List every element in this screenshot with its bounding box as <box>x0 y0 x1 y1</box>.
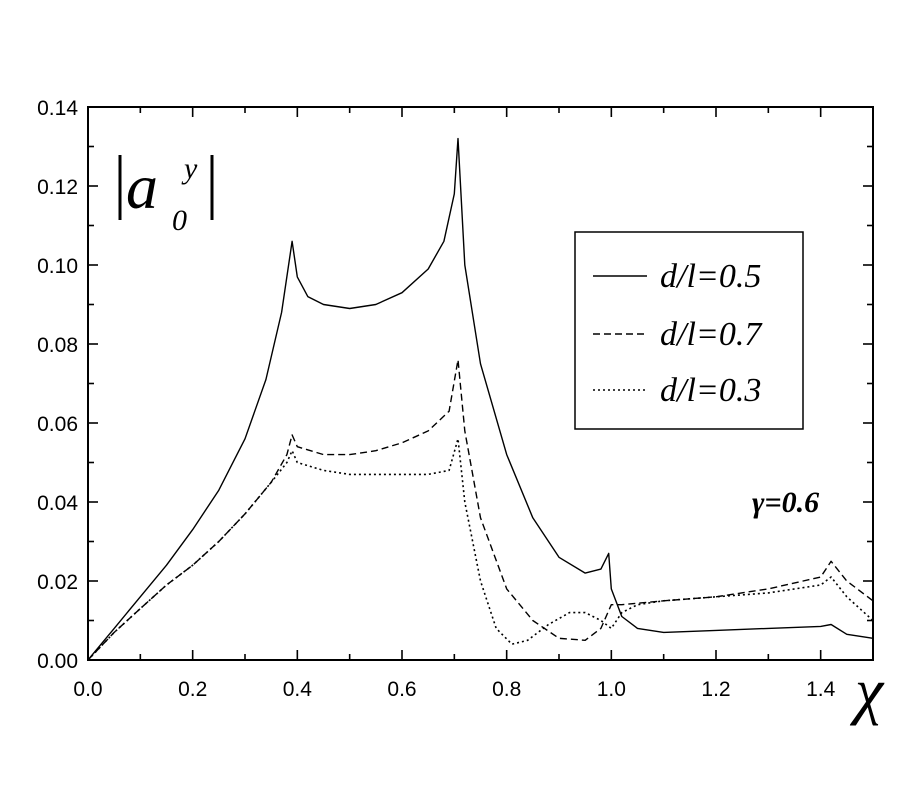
y-tick-label: 0.12 <box>37 176 78 199</box>
x-tick-label: 0.4 <box>283 678 313 701</box>
x-tick-label: 0.6 <box>387 678 416 701</box>
x-tick-label: 0.2 <box>178 678 207 701</box>
x-tick-label: 1.4 <box>806 678 836 701</box>
y-axis-label-main: a <box>126 151 158 222</box>
x-tick-label: 1.0 <box>597 678 626 701</box>
series-layer <box>87 137 874 661</box>
y-tick-label: 0.14 <box>37 97 78 120</box>
y-tick-label: 0.04 <box>37 492 78 515</box>
y-axis-label-subscript: 0 <box>172 204 187 237</box>
x-axis-label: χ <box>849 655 885 726</box>
series-line-dotted <box>87 437 874 661</box>
legend-entry-dotted: d/l=0.3 <box>593 372 761 409</box>
y-tick-label: 0.06 <box>37 413 78 436</box>
y-tick-label: 0.08 <box>37 334 78 357</box>
legend-label-dashed: d/l=0.7 <box>660 316 763 353</box>
legend-label-dotted: d/l=0.3 <box>660 372 761 409</box>
legend-entry-solid: d/l=0.5 <box>593 258 761 295</box>
legend: d/l=0.5 d/l=0.7 d/l=0.3 <box>574 231 804 430</box>
legend-box <box>574 231 804 430</box>
y-tick-label: 0.00 <box>37 650 78 673</box>
legend-entry-dashed: d/l=0.7 <box>593 316 763 353</box>
y-axis-label-superscript: y <box>181 152 198 185</box>
y-axis-label: a y 0 <box>118 151 214 237</box>
x-tick-label: 0.0 <box>73 678 102 701</box>
gamma-annotation: γ=0.6 <box>752 486 819 519</box>
x-tick-label: 1.2 <box>701 678 730 701</box>
y-tick-label: 0.02 <box>37 571 78 594</box>
y-tick-label: 0.10 <box>37 255 78 278</box>
legend-label-solid: d/l=0.5 <box>660 258 761 295</box>
x-tick-label: 0.8 <box>492 678 521 701</box>
tick-layer: 0.0 0.2 0.4 0.6 0.8 1.0 1.2 1.4 0.00 0.02 0.04 0.06… <box>37 97 874 701</box>
series-line-solid <box>87 137 874 661</box>
